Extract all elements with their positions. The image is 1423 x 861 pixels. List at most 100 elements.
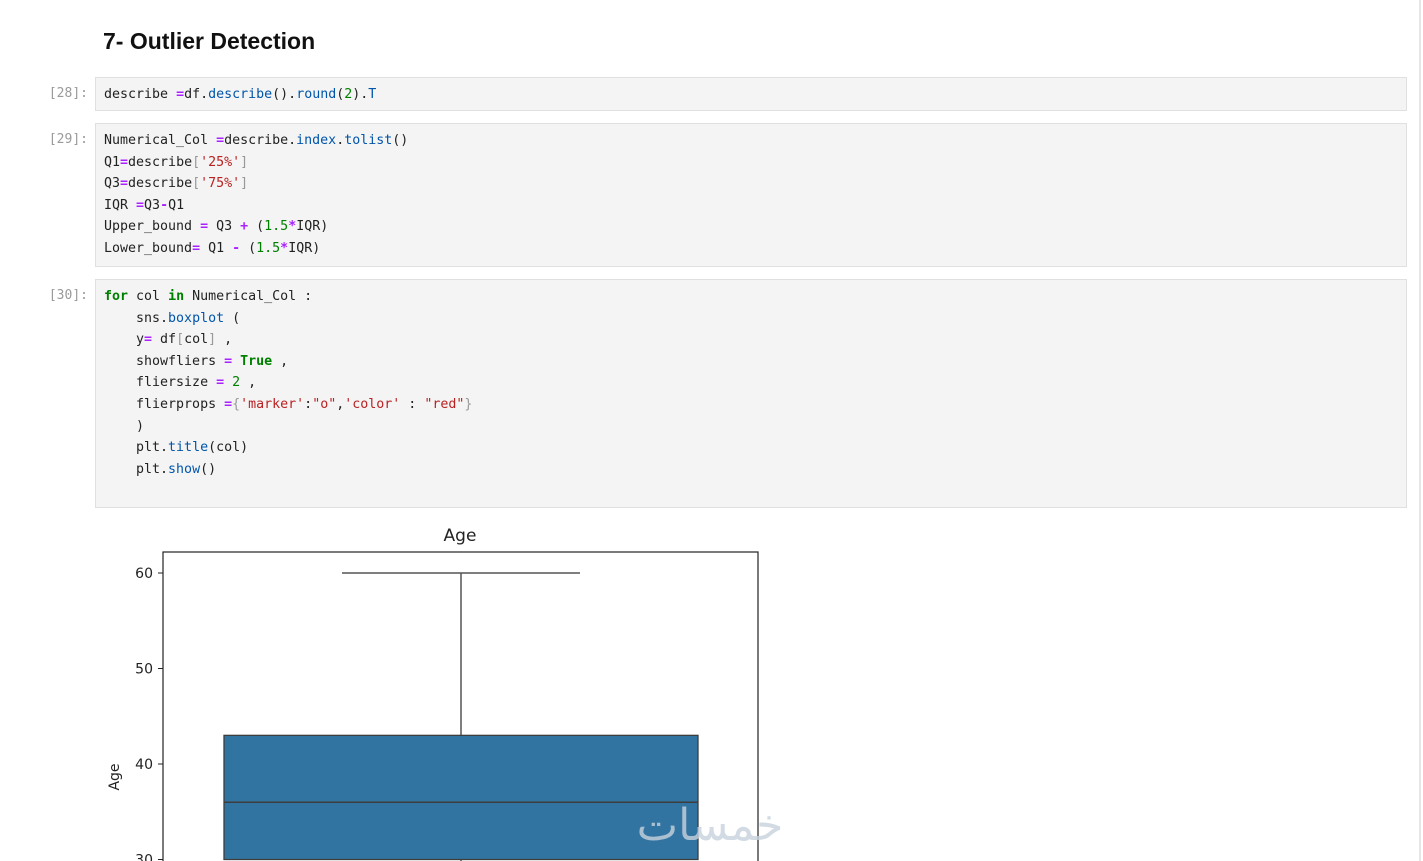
code-token: ( xyxy=(240,240,257,256)
scrollbar-track[interactable] xyxy=(1419,0,1421,861)
code-line: plt.title(col) xyxy=(104,437,1398,459)
code-line xyxy=(104,480,1398,502)
execution-count: [29]: xyxy=(48,132,88,147)
code-token: = xyxy=(136,197,145,213)
code-token: [ xyxy=(192,154,201,170)
code-line: Q1=describe['25%'] xyxy=(104,152,1398,174)
code-token: T xyxy=(368,87,377,102)
code-token: plt. xyxy=(104,440,169,456)
code-token: Numerical_Col : xyxy=(184,289,313,304)
code-line: describe =df.describe().round(2).T xyxy=(104,84,1398,106)
code-token: describe xyxy=(104,87,177,102)
code-token: '25%' xyxy=(200,154,241,170)
code-token: . xyxy=(336,133,345,148)
code-token: , xyxy=(272,353,289,369)
code-token: = xyxy=(120,176,129,192)
code-token: = xyxy=(192,240,201,256)
code-token: Upper_bound xyxy=(104,219,201,235)
code-cell[interactable]: describe =df.describe().round(2).T xyxy=(95,77,1407,111)
execution-count: [30]: xyxy=(48,288,88,303)
code-token: plt. xyxy=(104,461,169,477)
code-token: boxplot xyxy=(168,310,225,326)
code-token: } xyxy=(464,396,473,412)
code-token: fliersize xyxy=(104,375,217,391)
code-token: , xyxy=(336,396,345,412)
code-line: Numerical_Col =describe.index.tolist() xyxy=(104,130,1398,152)
code-token: , xyxy=(216,332,233,348)
axes-frame xyxy=(162,551,759,861)
code-token: tolist xyxy=(344,133,393,148)
code-token: col xyxy=(184,332,209,348)
code-token: IQR xyxy=(104,197,137,213)
code-cell[interactable]: for col in Numerical_Col : sns.boxplot (… xyxy=(95,279,1407,508)
code-line: showfliers = True , xyxy=(104,351,1398,373)
code-token: = xyxy=(224,353,233,369)
code-token: ] xyxy=(240,176,249,192)
code-token: IQR) xyxy=(288,240,321,256)
code-token: df. xyxy=(184,87,209,102)
code-token: = xyxy=(176,87,185,102)
code-line: y= df[col] , xyxy=(104,329,1398,351)
code-line: fliersize = 2 , xyxy=(104,372,1398,394)
watermark-logo: خمسات xyxy=(637,800,784,851)
code-token xyxy=(232,354,240,369)
code-token: (). xyxy=(272,87,297,102)
code-token: : xyxy=(400,396,425,412)
code-token: - xyxy=(160,197,169,213)
code-line: Q3=describe['75%'] xyxy=(104,173,1398,195)
code-line: for col in Numerical_Col : xyxy=(104,286,1398,308)
code-token: ) xyxy=(104,418,145,434)
code-token: Q3 xyxy=(144,197,161,213)
code-token: show xyxy=(168,461,201,477)
code-token: col xyxy=(128,289,169,304)
y-tick-label: 40 xyxy=(135,757,153,773)
code-token: df xyxy=(152,332,177,348)
code-token: flierprops xyxy=(104,396,225,412)
iqr-box xyxy=(223,734,699,861)
code-line: ) xyxy=(104,416,1398,438)
code-token: Numerical_Col xyxy=(104,133,217,148)
code-token: sns. xyxy=(104,310,169,326)
code-token: ] xyxy=(240,154,249,170)
code-line: Upper_bound = Q3 + (1.5*IQR) xyxy=(104,216,1398,238)
code-token: describe. xyxy=(224,133,297,148)
code-token: in xyxy=(168,289,185,304)
code-token: showfliers xyxy=(104,353,225,369)
code-token xyxy=(104,483,112,498)
code-token: ( xyxy=(248,219,265,235)
age-boxplot: Age 30 40 50 60 Age خمسات xyxy=(107,526,784,861)
code-token: [ xyxy=(176,332,185,348)
code-line: IQR =Q3-Q1 xyxy=(104,195,1398,217)
code-token: ( xyxy=(224,310,241,326)
code-token: '75%' xyxy=(200,176,241,192)
execution-count: [28]: xyxy=(48,86,88,101)
code-token: () xyxy=(392,133,409,148)
code-cell[interactable]: Numerical_Col =describe.index.tolist() Q1… xyxy=(95,123,1407,267)
code-token: : xyxy=(304,396,313,412)
code-token: 1.5 xyxy=(256,240,281,256)
code-token: 2 xyxy=(232,375,241,391)
code-token: 2 xyxy=(344,87,353,102)
code-line: plt.show() xyxy=(104,459,1398,481)
code-token: 'color' xyxy=(344,396,401,412)
code-token: = xyxy=(200,219,209,235)
code-token: , xyxy=(240,375,257,391)
chart-title: Age xyxy=(444,526,477,546)
code-token: 1.5 xyxy=(264,219,289,235)
code-token: (col) xyxy=(208,440,249,456)
code-token: { xyxy=(232,396,241,412)
code-token: * xyxy=(288,219,297,235)
code-token: round xyxy=(296,87,337,102)
code-token: = xyxy=(216,375,225,391)
code-token: ( xyxy=(336,87,345,102)
code-token: - xyxy=(232,240,241,256)
section-heading: 7- Outlier Detection xyxy=(103,28,316,54)
code-token: ). xyxy=(352,87,369,102)
code-token: title xyxy=(168,440,209,456)
y-tick-label: 50 xyxy=(135,662,153,678)
code-token: () xyxy=(200,461,217,477)
code-token: ] xyxy=(208,332,217,348)
code-token: = xyxy=(120,154,129,170)
code-token: IQR) xyxy=(296,219,329,235)
code-token: describe xyxy=(128,176,193,192)
